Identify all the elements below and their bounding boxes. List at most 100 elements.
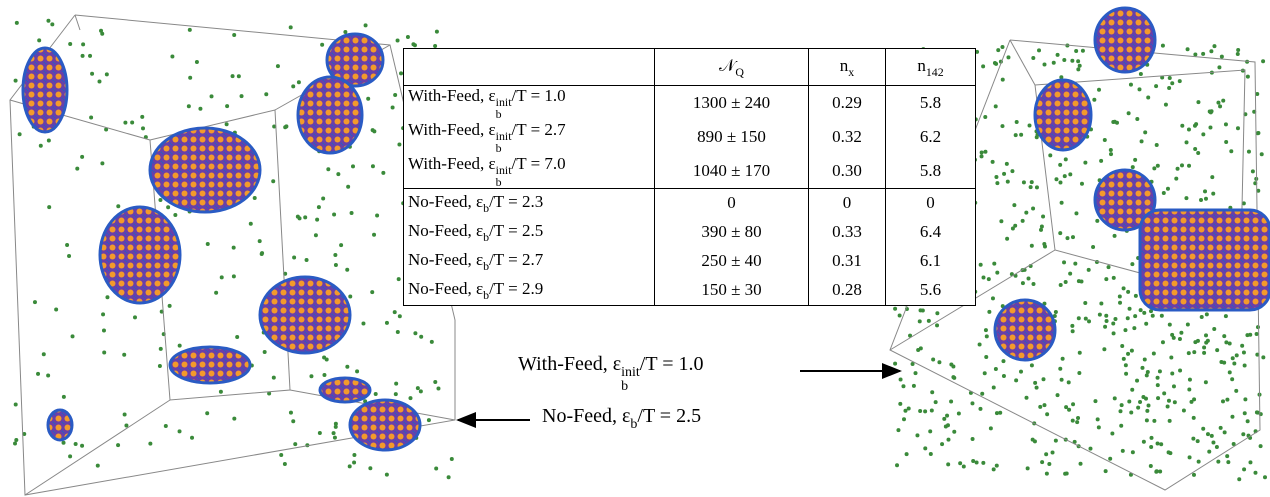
particle xyxy=(1043,244,1047,248)
particle xyxy=(326,167,330,171)
particle xyxy=(1067,408,1071,412)
particle xyxy=(1061,357,1065,361)
particle xyxy=(1174,177,1178,181)
table-row: With-Feed, εinitb/T = 2.7890 ± 1500.326.… xyxy=(404,120,976,154)
particle xyxy=(1192,397,1196,401)
particle xyxy=(899,378,903,382)
particle xyxy=(1237,477,1241,481)
particle xyxy=(1113,396,1117,400)
particle xyxy=(1255,332,1259,336)
particle xyxy=(231,74,235,78)
particle xyxy=(1167,86,1171,90)
particle xyxy=(1211,192,1215,196)
particle xyxy=(124,424,128,428)
particle xyxy=(178,429,182,433)
particle xyxy=(1173,400,1177,404)
particle xyxy=(1067,380,1071,384)
particle xyxy=(348,294,352,298)
particle xyxy=(1077,371,1081,375)
text: /T = 2.5 xyxy=(637,405,701,427)
cell: 6.1 xyxy=(886,247,976,276)
particle xyxy=(1204,333,1208,337)
particle xyxy=(1112,331,1116,335)
particle xyxy=(987,310,991,314)
row-label: No-Feed, εb/T = 2.9 xyxy=(404,276,655,306)
particle xyxy=(985,334,989,338)
particle xyxy=(957,412,961,416)
superscript: init xyxy=(621,366,640,379)
row-label: With-Feed, εinitb/T = 7.0 xyxy=(404,154,655,188)
figure: 𝒩Qnxn142With-Feed, εinitb/T = 1.01300 ± … xyxy=(0,0,1270,497)
particle xyxy=(130,120,134,124)
particle xyxy=(408,396,412,400)
particle xyxy=(1001,78,1005,82)
particle xyxy=(80,155,84,159)
cell: 250 ± 40 xyxy=(655,247,809,276)
particle xyxy=(1109,152,1113,156)
text: /T = 1.0 xyxy=(512,86,566,105)
particle xyxy=(321,196,325,200)
particle xyxy=(970,401,974,405)
particle xyxy=(1133,158,1137,162)
particle xyxy=(918,319,922,323)
particle xyxy=(65,243,69,247)
particle xyxy=(1147,404,1151,408)
particle xyxy=(39,144,43,148)
particle xyxy=(971,437,975,441)
particle xyxy=(981,461,985,465)
particle xyxy=(929,452,933,456)
particle xyxy=(37,38,41,42)
particle xyxy=(1075,420,1079,424)
particle xyxy=(1152,419,1156,423)
particle xyxy=(1001,359,1005,363)
particle xyxy=(1172,336,1176,340)
particle xyxy=(1042,403,1046,407)
particle xyxy=(1135,379,1139,383)
table-row: No-Feed, εb/T = 2.3000 xyxy=(404,188,976,218)
value: 1040 ± 170 xyxy=(693,161,770,180)
particle xyxy=(918,409,922,413)
cell: 0 xyxy=(809,188,886,218)
particle xyxy=(1006,180,1010,184)
particle xyxy=(1000,45,1004,49)
particle xyxy=(1209,49,1213,53)
particle xyxy=(1197,460,1201,464)
particle xyxy=(1243,411,1247,415)
particle xyxy=(435,30,439,34)
particle xyxy=(898,313,902,317)
particle xyxy=(346,185,350,189)
particle xyxy=(1096,417,1100,421)
value: 6.1 xyxy=(920,251,941,270)
particle xyxy=(1211,440,1215,444)
particle xyxy=(1070,324,1074,328)
particle xyxy=(1156,396,1160,400)
particle xyxy=(1260,152,1264,156)
particle xyxy=(1113,317,1117,321)
cell: 0.31 xyxy=(809,247,886,276)
particle xyxy=(47,205,51,209)
particle xyxy=(1212,327,1216,331)
particle xyxy=(1127,399,1131,403)
particle xyxy=(1168,419,1172,423)
particle xyxy=(1230,377,1234,381)
particle xyxy=(1139,72,1143,76)
cell: 6.4 xyxy=(886,218,976,247)
value: 0 xyxy=(926,193,935,212)
particle xyxy=(315,218,319,222)
particle xyxy=(116,443,120,447)
value: 390 ± 80 xyxy=(701,222,761,241)
particle xyxy=(1187,351,1191,355)
row-label: With-Feed, εinitb/T = 1.0 xyxy=(404,86,655,120)
particle xyxy=(1042,377,1046,381)
particle xyxy=(1030,244,1034,248)
particle xyxy=(1097,88,1101,92)
particle xyxy=(1093,399,1097,403)
particle xyxy=(381,171,385,175)
subscript: 142 xyxy=(926,67,944,78)
particle xyxy=(1210,434,1214,438)
particle xyxy=(983,115,987,119)
particle xyxy=(916,348,920,352)
particle xyxy=(1058,367,1062,371)
particle xyxy=(1234,389,1238,393)
particle xyxy=(350,211,354,215)
